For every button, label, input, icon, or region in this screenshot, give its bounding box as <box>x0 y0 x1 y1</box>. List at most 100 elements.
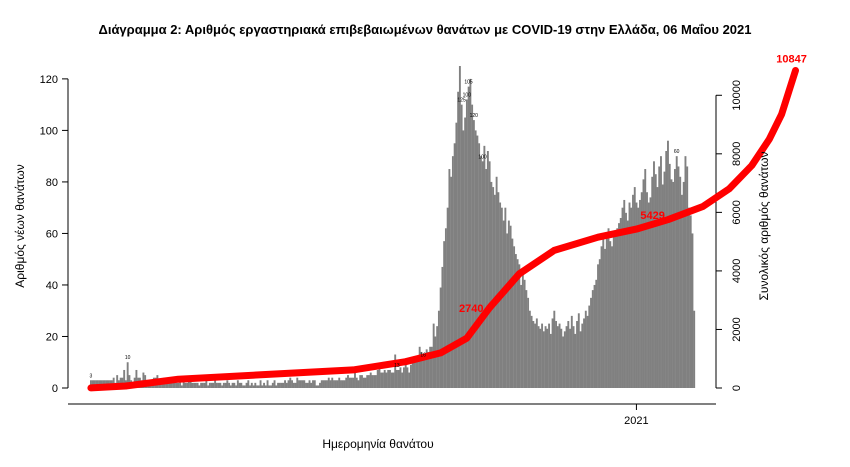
bar <box>567 321 570 388</box>
bar <box>422 359 425 388</box>
bar <box>208 382 211 388</box>
bar <box>135 369 138 388</box>
bar <box>413 362 416 388</box>
bar <box>193 382 196 388</box>
bar-series <box>90 66 696 389</box>
bar <box>621 207 624 388</box>
y-tick-label: 40 <box>46 280 58 292</box>
bar <box>378 367 381 388</box>
bar <box>219 382 222 388</box>
bar <box>532 321 535 388</box>
bar <box>488 161 491 388</box>
bar <box>584 310 587 388</box>
bar <box>303 380 306 388</box>
bar <box>429 346 432 388</box>
bar <box>598 259 601 388</box>
bar <box>357 380 360 388</box>
bar <box>362 377 365 388</box>
bar <box>207 385 210 388</box>
bar <box>430 346 433 388</box>
bar <box>644 169 647 388</box>
bar <box>444 228 447 388</box>
y-tick-label: 20 <box>46 331 58 343</box>
bar <box>408 372 411 388</box>
bar <box>602 238 605 388</box>
bar <box>691 233 694 388</box>
bar <box>551 318 554 388</box>
bar <box>343 380 346 388</box>
y-tick-label: 60 <box>46 228 58 240</box>
bar <box>612 236 615 388</box>
bar <box>186 382 189 388</box>
bar <box>527 297 530 388</box>
bar <box>558 323 561 388</box>
bar <box>266 380 269 388</box>
bar <box>642 179 645 388</box>
bar <box>605 233 608 388</box>
bar <box>464 117 467 389</box>
bar <box>352 377 355 388</box>
bar <box>420 351 423 388</box>
bar <box>483 145 486 388</box>
bar <box>647 202 650 388</box>
bar <box>189 380 192 388</box>
bar <box>226 380 229 388</box>
y2-tick-label: 10000 <box>731 80 743 111</box>
bar <box>382 372 384 388</box>
bar <box>320 380 323 388</box>
y2-tick-label: 8000 <box>731 142 743 166</box>
bar <box>553 310 556 388</box>
bar-data-label: 10 <box>125 355 131 361</box>
bar <box>350 377 353 388</box>
bar <box>689 215 692 388</box>
bar <box>228 382 231 388</box>
bar <box>656 187 659 388</box>
bar-data-label: 96 <box>735 0 741 2</box>
bar <box>233 382 236 388</box>
bar <box>693 310 696 388</box>
bar <box>570 315 573 388</box>
bar <box>518 264 521 388</box>
bar <box>611 246 613 388</box>
bar <box>315 385 318 388</box>
cumulative-annotation: 5429 <box>640 210 664 222</box>
y-tick-label: 0 <box>52 383 58 395</box>
y-tick-label: 80 <box>46 177 58 189</box>
bar <box>609 241 612 388</box>
bar <box>310 382 313 388</box>
bar <box>128 375 131 388</box>
bar <box>415 359 418 388</box>
bar <box>240 382 243 388</box>
bar <box>635 202 638 388</box>
bar-data-label: 70 <box>700 0 706 2</box>
bar <box>509 225 512 388</box>
bar <box>618 223 620 388</box>
bar <box>670 179 673 388</box>
bar <box>369 372 372 388</box>
bar <box>345 377 348 388</box>
bar <box>270 385 272 388</box>
bar <box>191 382 194 388</box>
bar <box>597 264 599 388</box>
bar <box>588 305 591 388</box>
bar <box>534 323 537 388</box>
bar <box>574 333 577 388</box>
bar <box>427 351 430 388</box>
bar <box>296 377 299 388</box>
bar <box>614 233 617 388</box>
bar <box>336 380 339 388</box>
bar <box>579 331 582 388</box>
bar <box>277 382 279 388</box>
bar <box>217 382 220 388</box>
bar <box>556 326 559 388</box>
bar <box>520 284 523 388</box>
bar <box>544 326 547 388</box>
bar <box>243 385 246 388</box>
bar-data-label: 3 <box>89 373 92 379</box>
bar <box>684 156 687 388</box>
bar <box>548 323 551 388</box>
bar <box>257 385 260 388</box>
bar <box>434 336 437 388</box>
x-axis-label: Ημερομηνία θανάτου <box>322 437 433 451</box>
